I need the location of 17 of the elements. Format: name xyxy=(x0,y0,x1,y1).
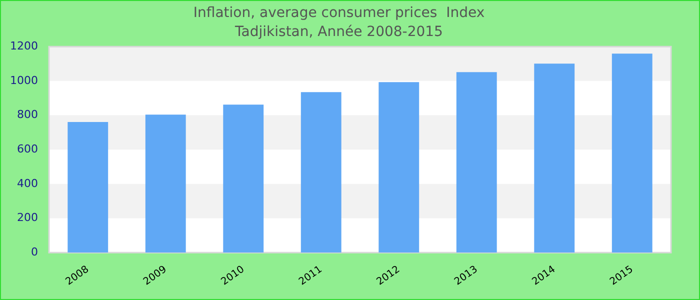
bar xyxy=(300,92,342,253)
bar xyxy=(378,82,420,253)
y-tick-label: 1000 xyxy=(10,74,38,87)
y-tick-label: 1200 xyxy=(10,39,38,52)
bar xyxy=(456,72,497,253)
chart-subtitle: Tadjikistan, Année 2008-2015 xyxy=(234,24,443,40)
bar xyxy=(612,54,652,253)
bar xyxy=(145,114,186,253)
y-tick-label: 200 xyxy=(16,211,38,224)
chart-title: Inflation, average consumer prices Index xyxy=(193,5,485,22)
y-tick-label: 800 xyxy=(16,108,38,122)
y-tick-label: 400 xyxy=(16,176,38,190)
bar xyxy=(223,104,264,253)
y-tick-label: 600 xyxy=(16,142,38,156)
bar xyxy=(68,122,108,253)
bar xyxy=(534,64,575,253)
y-tick-label: 0 xyxy=(30,245,38,258)
